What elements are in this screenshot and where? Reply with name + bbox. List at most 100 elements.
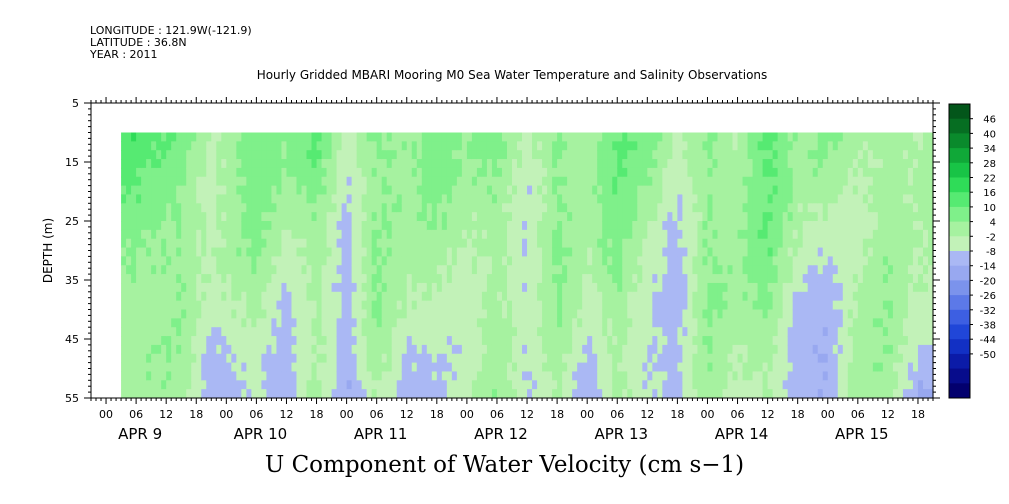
heatmap-cell xyxy=(897,185,904,196)
heatmap-cell xyxy=(542,282,548,293)
heatmap-cell xyxy=(767,256,774,266)
heatmap-cell xyxy=(326,247,333,257)
heatmap-cell xyxy=(196,221,202,231)
heatmap-cell xyxy=(647,353,653,364)
heatmap-cell xyxy=(361,380,368,390)
heatmap-cell xyxy=(617,141,623,151)
heatmap-cell xyxy=(907,203,914,213)
heatmap-cell xyxy=(466,256,473,266)
heatmap-cell xyxy=(552,265,558,275)
heatmap-cell xyxy=(501,362,508,373)
heatmap-cell xyxy=(612,132,618,142)
heatmap-cell xyxy=(346,327,353,337)
heatmap-cell xyxy=(867,389,874,399)
heatmap-cell xyxy=(331,318,338,328)
heatmap-cell xyxy=(441,256,448,266)
heatmap-cell xyxy=(406,256,413,266)
heatmap-cell xyxy=(276,265,283,275)
heatmap-cell xyxy=(757,132,764,142)
heatmap-cell xyxy=(722,371,729,381)
heatmap-cell xyxy=(552,256,558,266)
heatmap-cell xyxy=(557,159,563,169)
heatmap-cell xyxy=(321,327,328,337)
heatmap-cell xyxy=(256,176,262,187)
heatmap-cell xyxy=(191,256,197,266)
heatmap-cell xyxy=(892,344,899,355)
heatmap-cell xyxy=(211,318,217,328)
heatmap-cell xyxy=(602,265,608,275)
heatmap-cell xyxy=(572,291,578,302)
heatmap-cell xyxy=(827,229,834,240)
heatmap-cell xyxy=(231,132,237,142)
heatmap-cell xyxy=(261,291,268,302)
heatmap-cell xyxy=(592,256,598,266)
heatmap-cell xyxy=(311,132,318,142)
heatmap-cell xyxy=(817,389,824,399)
heatmap-cell xyxy=(501,318,508,328)
heatmap-cell xyxy=(592,132,598,142)
heatmap-cell xyxy=(927,176,934,187)
heatmap-cell xyxy=(381,221,388,231)
heatmap-cell xyxy=(617,318,623,328)
heatmap-cell xyxy=(501,212,508,222)
heatmap-cell xyxy=(847,132,854,142)
heatmap-cell xyxy=(797,291,804,302)
heatmap-cell xyxy=(622,221,628,231)
heatmap-cell xyxy=(827,300,834,311)
heatmap-cell xyxy=(662,203,668,213)
heatmap-cell xyxy=(216,318,222,328)
heatmap-cell xyxy=(627,274,633,284)
heatmap-cell xyxy=(416,159,423,169)
heatmap-cell xyxy=(456,141,463,151)
heatmap-cell xyxy=(747,353,754,364)
heatmap-cell xyxy=(622,309,628,319)
heatmap-cell xyxy=(727,265,734,275)
heatmap-cell xyxy=(852,194,859,204)
heatmap-cell xyxy=(662,274,668,284)
heatmap-cell xyxy=(191,141,197,151)
heatmap-cell xyxy=(351,336,358,346)
heatmap-cell xyxy=(587,309,593,319)
heatmap-cell xyxy=(662,159,668,169)
heatmap-cell xyxy=(506,362,513,373)
heatmap-cell xyxy=(907,300,914,311)
heatmap-cell xyxy=(256,353,262,364)
heatmap-cell xyxy=(897,353,904,364)
heatmap-cell xyxy=(241,176,247,187)
heatmap-cell xyxy=(416,141,423,151)
heatmap-cell xyxy=(271,256,278,266)
heatmap-cell xyxy=(922,318,929,328)
heatmap-cell xyxy=(441,282,448,293)
heatmap-cell xyxy=(527,300,533,311)
heatmap-cell xyxy=(466,150,473,160)
heatmap-cell xyxy=(246,309,252,319)
heatmap-cell xyxy=(476,176,483,187)
heatmap-cell xyxy=(356,167,363,178)
heatmap-cell xyxy=(431,380,438,390)
heatmap-cell xyxy=(667,265,673,275)
heatmap-cell xyxy=(361,336,368,346)
heatmap-cell xyxy=(481,291,488,302)
heatmap-cell xyxy=(481,336,488,346)
heatmap-cell xyxy=(872,309,879,319)
heatmap-cell xyxy=(276,132,283,142)
heatmap-cell xyxy=(201,203,207,213)
heatmap-cell xyxy=(647,141,653,151)
heatmap-cell xyxy=(411,265,418,275)
heatmap-cell xyxy=(246,327,252,337)
heatmap-cell xyxy=(136,132,142,142)
heatmap-cell xyxy=(131,362,137,373)
heatmap-cell xyxy=(321,291,328,302)
heatmap-cell xyxy=(446,194,453,204)
heatmap-cell xyxy=(907,282,914,293)
heatmap-cell xyxy=(842,176,849,187)
heatmap-cell xyxy=(246,176,252,187)
heatmap-cell xyxy=(687,167,694,178)
heatmap-cell xyxy=(732,344,739,355)
heatmap-cell xyxy=(882,282,889,293)
heatmap-cell xyxy=(266,176,273,187)
heatmap-cell xyxy=(747,336,754,346)
heatmap-cell xyxy=(226,212,232,222)
heatmap-cell xyxy=(491,150,498,160)
heatmap-cell xyxy=(767,336,774,346)
